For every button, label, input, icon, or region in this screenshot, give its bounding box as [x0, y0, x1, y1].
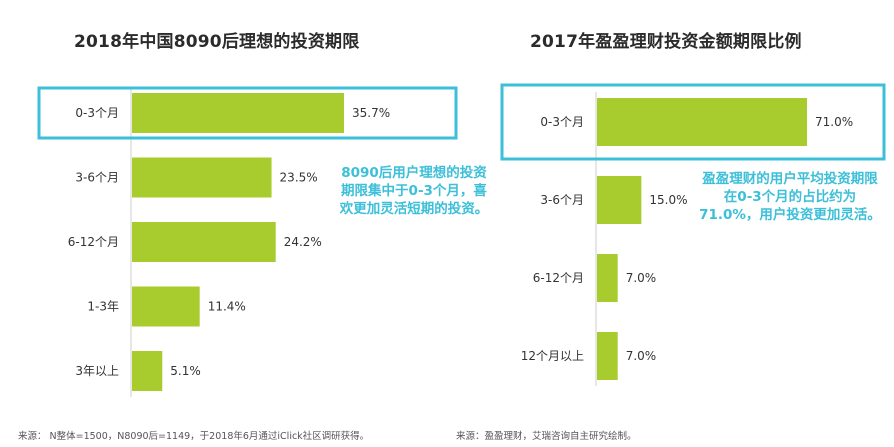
chart-1-value-label-1: 15.0%: [649, 193, 687, 207]
chart-1-bar-0: [597, 98, 807, 146]
chart-0-highlight-box: [37, 86, 458, 140]
right-source-note: 来源：盈盈理财，艾瑞咨询自主研究绘制。: [456, 431, 637, 442]
left-chart-title: 2018年中国8090后理想的投资期限: [74, 32, 360, 52]
chart-0-value-label-0: 35.7%: [352, 106, 390, 120]
chart-0-category-label-2: 6-12个月: [68, 235, 119, 249]
chart-1-bar-1: [597, 176, 642, 224]
chart-0-value-label-4: 5.1%: [170, 364, 201, 378]
chart-0-category-label-4: 3年以上: [75, 364, 119, 378]
chart-0-bar-2: [132, 222, 276, 262]
chart-0-bar-0: [132, 93, 344, 133]
chart-0-category-label-3: 1-3年: [87, 300, 119, 314]
chart-0-value-label-1: 23.5%: [280, 171, 318, 185]
chart-0-category-label-1: 3-6个月: [75, 171, 119, 185]
chart-0-value-label-2: 24.2%: [284, 235, 322, 249]
chart-0-bar-1: [132, 157, 272, 198]
left-chart-annotation: 8090后用户理想的投资期限集中于0-3个月，喜欢更加灵活短期的投资。: [339, 165, 489, 217]
right-bar-chart: 0-3个月 71.0% 3-6个月 15.0% 6-12个月 7.0% 12个月以上 7.0%: [500, 83, 886, 386]
chart-1-value-label-2: 7.0%: [626, 271, 657, 285]
chart-1-category-label-3: 12个月以上: [521, 349, 584, 363]
right-chart-annotation: 盈盈理财的用户平均投资期限在0-3个月的占比约为71.0%，用户投资更加灵活。: [699, 171, 881, 223]
chart-1-value-label-0: 71.0%: [815, 115, 853, 129]
chart-0-bar-3: [132, 286, 200, 327]
chart-1-category-label-1: 3-6个月: [540, 193, 584, 207]
left-bar-chart: 0-3个月 35.7% 3-6个月 23.5% 6-12个月 24.2% 1-3年 11.4%…: [37, 86, 458, 397]
chart-1-category-label-2: 6-12个月: [533, 271, 584, 285]
chart-1-bar-2: [597, 254, 618, 302]
chart-1-category-label-0: 0-3个月: [540, 115, 584, 129]
chart-0-value-label-3: 11.4%: [208, 300, 246, 314]
chart-1-highlight-box: [500, 83, 886, 161]
chart-1-value-label-3: 7.0%: [626, 349, 657, 363]
right-chart-title: 2017年盈盈理财投资金额期限比例: [530, 32, 802, 52]
chart-1-bar-3: [597, 332, 618, 380]
chart-0-bar-4: [132, 351, 163, 391]
chart-0-category-label-0: 0-3个月: [75, 106, 119, 120]
left-source-note: 来源： N整体=1500，N8090后=1149，于2018年6月通过iClic…: [18, 431, 370, 442]
